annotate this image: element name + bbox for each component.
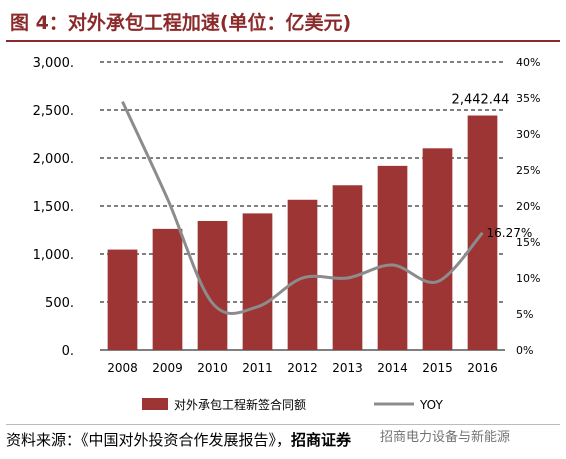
watermark: 招商电力设备与新能源 — [380, 430, 511, 445]
legend-line-label: YOY — [419, 398, 443, 412]
right-tick-label: 35% — [516, 92, 540, 105]
x-tick-label: 2013 — [332, 361, 363, 375]
data-labels: 2,442.44 16.27% — [452, 93, 533, 240]
bar-data-label: 2,442.44 — [452, 93, 510, 108]
x-tick-label: 2011 — [242, 361, 273, 375]
bar-2016 — [467, 115, 498, 350]
source-note: 资料来源：《中国对外投资合作发展报告》，招商证券 — [6, 429, 351, 450]
title-divider — [6, 40, 560, 42]
x-tick-label: 2009 — [152, 361, 183, 375]
right-tick-label: 0% — [516, 344, 533, 357]
bar-2015 — [422, 148, 453, 350]
bar-2008 — [107, 249, 138, 350]
right-tick-label: 10% — [516, 272, 540, 285]
left-tick-label: 2,000. — [33, 152, 74, 167]
right-tick-label: 5% — [516, 308, 533, 321]
bar-2014 — [377, 165, 408, 350]
right-axis-ticks: 0% 5% 10% 15% 20% 25% 30% 35% 40% — [516, 56, 540, 357]
bar-2012 — [287, 199, 318, 350]
bar-2009 — [152, 228, 183, 350]
left-tick-label: 0. — [62, 344, 74, 359]
bar-2011 — [242, 213, 273, 350]
right-tick-label: 25% — [516, 164, 540, 177]
left-tick-label: 3,000. — [33, 56, 74, 71]
right-tick-label: 40% — [516, 56, 540, 69]
right-tick-label: 30% — [516, 128, 540, 141]
left-tick-label: 2,500. — [33, 104, 74, 119]
x-tick-label: 2015 — [422, 361, 453, 375]
x-tick-label: 2014 — [377, 361, 408, 375]
left-axis-ticks: 0. 500. 1,000. 1,500. 2,000. 2,500. 3,000. — [33, 56, 74, 359]
source-label: 资料来源：《中国对外投资合作发展报告》， — [6, 431, 292, 449]
chart-title: 图 4：对外承包工程加速(单位：亿美元) — [10, 12, 352, 34]
legend-bar-swatch — [142, 398, 168, 410]
bar-2013 — [332, 185, 363, 350]
bar-series — [107, 115, 498, 350]
legend: 对外承包工程新签合同额 YOY — [142, 397, 443, 412]
x-tick-label: 2012 — [287, 361, 318, 375]
left-tick-label: 1,500. — [33, 200, 74, 215]
yoy-line — [121, 100, 484, 315]
x-axis-ticks: 2008 2009 2010 2011 2012 2013 2014 2015 2016 — [107, 361, 498, 375]
left-tick-label: 1,000. — [33, 248, 74, 263]
source-divider — [6, 424, 560, 425]
line-series — [121, 100, 484, 315]
right-tick-label: 15% — [516, 236, 540, 249]
right-tick-label: 20% — [516, 200, 540, 213]
x-tick-label: 2008 — [107, 361, 138, 375]
source-strong: 招商证券 — [291, 431, 352, 449]
line-data-label: 16.27% — [487, 226, 533, 240]
x-tick-label: 2016 — [467, 361, 498, 375]
legend-bar-label: 对外承包工程新签合同额 — [174, 397, 306, 412]
left-tick-label: 500. — [45, 296, 74, 311]
x-tick-label: 2010 — [197, 361, 228, 375]
